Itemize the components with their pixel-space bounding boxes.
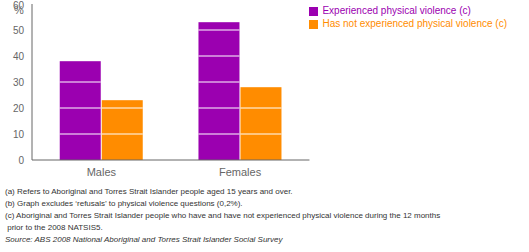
html-text:Source: ABS 2008 National Abor: Source: ABS 2008 National Aboriginal and… xyxy=(5,235,283,244)
svg-text:Males: Males xyxy=(87,166,117,178)
svg-text:30: 30 xyxy=(13,77,25,88)
svg-text:60: 60 xyxy=(13,0,25,11)
html-text:Has not experienced physical v: Has not experienced physical violence (c… xyxy=(322,18,507,29)
svg-text:40: 40 xyxy=(13,51,25,62)
html-text:(b) Graph excludes ‘refusals’: (b) Graph excludes ‘refusals’ to physica… xyxy=(5,199,243,208)
html-text:prior to the 2008 NATSIS5.: prior to the 2008 NATSIS5. xyxy=(5,223,103,232)
svg-text:50: 50 xyxy=(13,25,25,36)
html-text:(c) Aboriginal and Torres Stra: (c) Aboriginal and Torres Strait Islande… xyxy=(5,211,441,220)
html-text:Experienced physical violence: Experienced physical violence (c) xyxy=(322,5,471,16)
svg-text:20: 20 xyxy=(13,103,25,114)
svg-text:10: 10 xyxy=(13,129,25,140)
svg-text:Females: Females xyxy=(219,166,262,178)
html-text:(a) Refers to Aboriginal and T: (a) Refers to Aboriginal and Torres Stra… xyxy=(5,187,293,196)
svg-text:0: 0 xyxy=(18,155,24,166)
